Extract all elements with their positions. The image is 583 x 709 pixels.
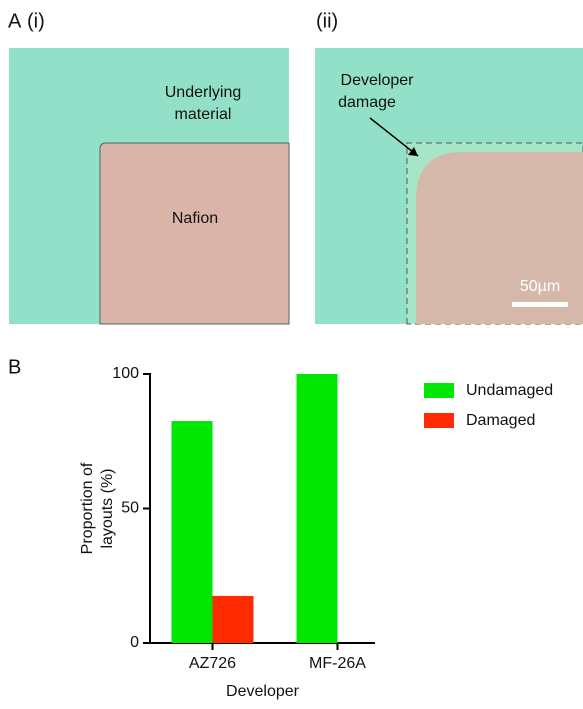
bar xyxy=(172,421,213,643)
legend-label: Undamaged xyxy=(466,382,553,399)
y-tick-label: 100 xyxy=(112,365,139,382)
panel-sublabel: (i) xyxy=(27,10,45,32)
bar xyxy=(213,596,254,643)
x-tick-label: MF-26A xyxy=(309,655,366,672)
y-axis-label: layouts (%) xyxy=(99,468,116,548)
annotation: Nafion xyxy=(172,210,218,227)
legend-label: Damaged xyxy=(466,412,535,429)
annotation: material xyxy=(175,106,232,123)
x-tick-label: AZ726 xyxy=(189,655,236,672)
bar xyxy=(297,374,338,643)
scale-label: 50µm xyxy=(520,278,560,295)
annotation: Developer xyxy=(341,72,415,89)
legend-swatch xyxy=(424,383,454,398)
y-tick-label: 50 xyxy=(121,500,139,517)
x-axis-label: Developer xyxy=(226,683,300,700)
panel-sublabel: (ii) xyxy=(316,10,338,32)
panel-label: B xyxy=(8,356,21,378)
annotation: Underlying xyxy=(165,84,241,101)
panel-label: A xyxy=(8,10,22,32)
micrograph xyxy=(9,48,289,324)
legend-swatch xyxy=(424,413,454,428)
annotation: damage xyxy=(338,94,396,111)
y-tick-label: 0 xyxy=(130,634,139,651)
figure: A (i) (ii) Underlying material Nafion De… xyxy=(0,0,583,709)
y-axis-label: Proportion of xyxy=(79,462,96,554)
